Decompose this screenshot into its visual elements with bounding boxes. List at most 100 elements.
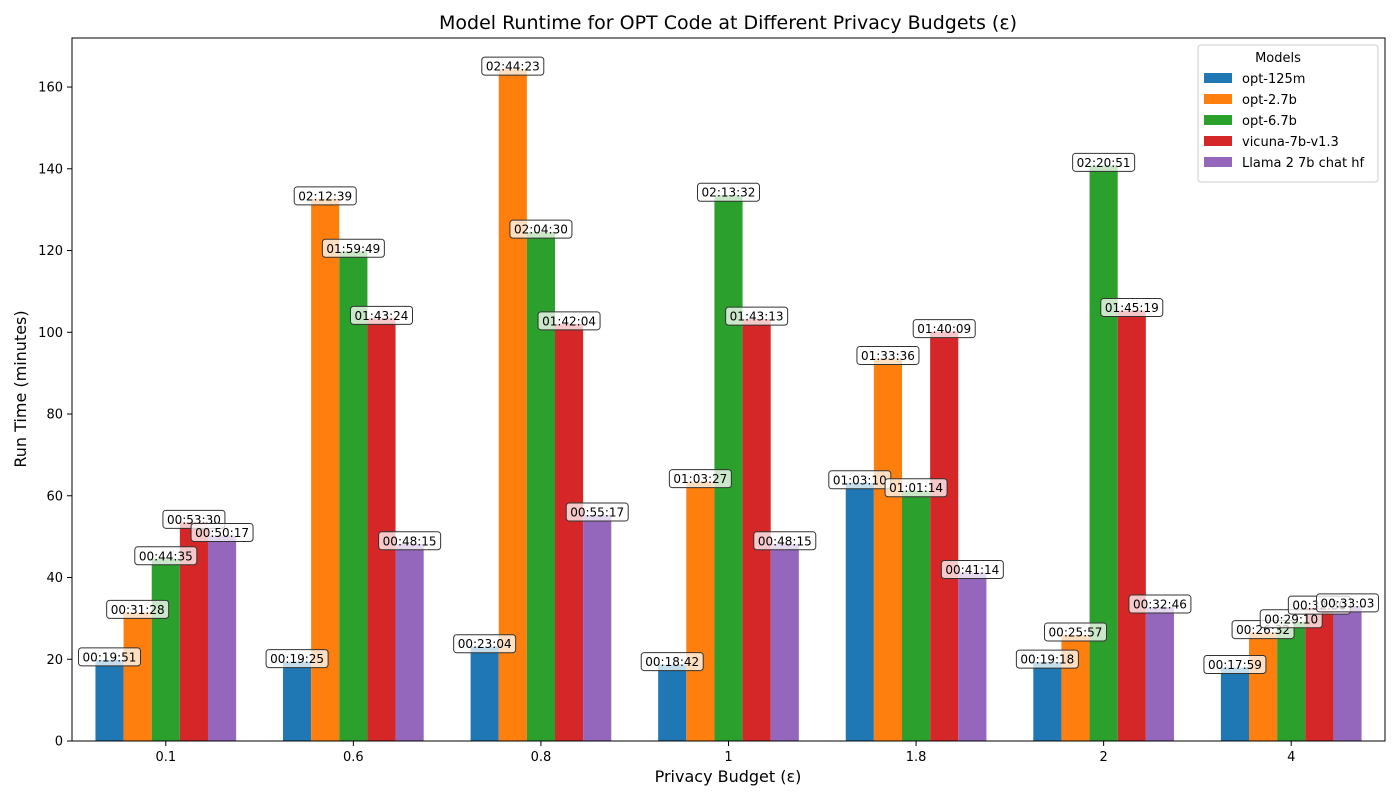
bar-llama-2-7b-chat-hf-0_8 [583, 515, 612, 741]
legend-label: Llama 2 7b chat hf [1242, 156, 1364, 171]
legend-swatch [1204, 94, 1232, 104]
data-label-box [940, 559, 1004, 579]
data-label: 01:45:19 [1100, 298, 1164, 318]
bar-vicuna-7b-v1-3-0_6 [367, 318, 396, 741]
data-label-text: 01:59:49 [326, 242, 380, 256]
bar-opt-125m-2 [1033, 662, 1062, 741]
data-label-text: 00:18:42 [645, 655, 699, 669]
data-label: 00:19:18 [1015, 649, 1079, 669]
legend-swatch [1204, 73, 1232, 83]
bar-opt-125m-1 [658, 664, 687, 741]
y-tick-label: 40 [46, 571, 63, 586]
x-axis-title: Privacy Budget (ε) [655, 767, 802, 786]
data-label: 01:01:14 [884, 478, 948, 498]
bar-llama-2-7b-chat-hf-2 [1145, 607, 1174, 741]
data-label: 01:03:10 [828, 470, 892, 490]
data-label-box [321, 238, 385, 258]
data-label-text: 01:03:27 [673, 472, 727, 486]
data-label-text: 00:19:25 [270, 652, 324, 666]
y-tick-label: 60 [46, 489, 63, 504]
data-label-box [1072, 152, 1136, 172]
data-label-text: 01:43:13 [730, 310, 784, 324]
data-label-box [640, 652, 704, 672]
data-label-box [1315, 593, 1379, 613]
legend-swatch [1204, 115, 1232, 125]
data-label-text: 01:01:14 [889, 481, 943, 495]
legend-title: Models [1255, 51, 1301, 66]
x-tick-label: 1.8 [906, 750, 927, 765]
data-label-box [697, 182, 760, 202]
data-label-box [481, 56, 545, 76]
bar-opt-125m-0_8 [470, 646, 499, 741]
bar-opt-125m-4 [1220, 667, 1250, 741]
bar-llama-2-7b-chat-hf-1 [770, 543, 799, 741]
legend-item: opt-125m [1204, 72, 1305, 87]
legend-label: opt-2.7b [1242, 93, 1297, 108]
bar-opt-6-7b-0_8 [526, 232, 555, 741]
bar-vicuna-7b-v1-3-2 [1117, 310, 1146, 741]
bar-vicuna-7b-v1-3-0_8 [555, 323, 584, 741]
bar-llama-2-7b-chat-hf-0_1 [207, 535, 237, 741]
bar-llama-2-7b-chat-hf-0_6 [395, 543, 424, 741]
data-label: 02:44:23 [481, 56, 545, 76]
legend: Models opt-125m opt-2.7b opt-6.7b vicuna-7b-… [1197, 44, 1379, 183]
x-tick-label: 4 [1287, 750, 1295, 765]
bar-opt-2-7b-0_1 [123, 612, 152, 741]
data-label-box [537, 311, 601, 331]
data-label-text: 00:25:57 [1049, 625, 1103, 639]
data-label: 01:42:04 [537, 311, 601, 331]
data-label: 00:44:35 [134, 546, 198, 566]
data-labels: 00:19:51 00:19:25 00:23:04 00:18:42 01:03:10… [78, 56, 1379, 675]
data-label-text: 00:44:35 [139, 549, 193, 563]
data-label-text: 00:29:10 [1264, 612, 1318, 626]
data-label: 02:20:51 [1072, 152, 1136, 172]
data-label: 01:33:36 [856, 345, 920, 365]
y-tick-label: 100 [38, 326, 63, 341]
legend-frame [1197, 44, 1379, 183]
chart-title: Model Runtime for OPT Code at Different … [439, 12, 1017, 34]
data-label-text: 00:31:28 [111, 603, 165, 617]
bar-opt-6-7b-1 [714, 195, 743, 742]
data-label: 00:31:28 [106, 599, 170, 619]
bar-vicuna-7b-v1-3-1_8 [930, 331, 959, 741]
bar-opt-6-7b-1_8 [902, 490, 931, 741]
data-label-box [912, 319, 976, 339]
legend-item: vicuna-7b-v1.3 [1204, 135, 1339, 150]
bar-vicuna-7b-v1-3-4 [1305, 608, 1334, 741]
data-label-box [1044, 622, 1108, 642]
data-label-text: 01:45:19 [1105, 301, 1159, 315]
data-label-box [190, 523, 254, 542]
legend-swatch [1204, 157, 1232, 167]
legend-label: opt-6.7b [1242, 114, 1297, 129]
data-label: 01:03:27 [668, 469, 732, 489]
legend-label: opt-125m [1242, 72, 1305, 87]
data-label-box [106, 599, 170, 619]
bar-opt-2-7b-0_8 [498, 69, 527, 741]
data-label: 00:17:59 [1203, 655, 1267, 675]
data-label-box [1203, 655, 1267, 675]
x-tick-label: 1 [724, 750, 732, 765]
data-label-text: 00:50:17 [195, 526, 249, 540]
data-label: 00:33:03 [1315, 593, 1379, 613]
data-label: 00:41:14 [940, 559, 1004, 579]
data-label-box [134, 546, 198, 566]
bar-opt-125m-0_1 [95, 659, 124, 741]
data-label: 01:40:09 [912, 319, 976, 339]
y-tick-label: 20 [46, 653, 63, 668]
data-label: 00:48:15 [378, 531, 442, 551]
legend-swatch [1204, 136, 1232, 146]
data-label: 00:25:57 [1044, 622, 1108, 642]
data-label: 00:23:04 [453, 634, 517, 654]
bar-opt-2-7b-4 [1249, 632, 1278, 741]
data-label: 02:12:39 [293, 186, 357, 206]
bar-opt-6-7b-0_6 [339, 251, 368, 741]
data-label-box [565, 502, 629, 522]
bar-opt-125m-1_8 [845, 482, 874, 741]
data-label-box [78, 647, 142, 667]
data-label: 00:18:42 [640, 652, 704, 672]
data-label-text: 02:12:39 [298, 189, 352, 203]
data-label-text: 01:03:10 [833, 473, 887, 487]
data-label: 02:04:30 [509, 219, 573, 239]
data-label-text: 00:48:15 [383, 534, 437, 548]
